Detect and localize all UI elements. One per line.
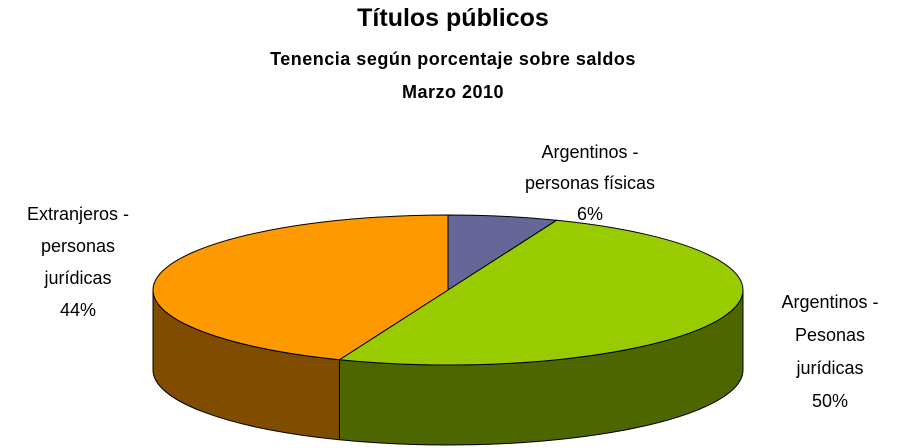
category-name: Argentinos - Pesonas jurídicas bbox=[781, 292, 879, 378]
pie-slice bbox=[337, 219, 743, 366]
category-name: Argentinos - personas físicas bbox=[524, 142, 656, 193]
slice-label: Argentinos - Pesonas jurídicas 50% bbox=[770, 286, 890, 418]
value-label: 44% bbox=[59, 300, 97, 320]
category-name: Extranjeros - personas jurídicas bbox=[26, 204, 130, 288]
slice-label: Extranjeros - personas jurídicas 44% bbox=[13, 198, 143, 326]
pie-slice bbox=[152, 214, 449, 361]
value-label: 50% bbox=[811, 391, 849, 411]
chart-subtitle: Tenencia según porcentaje sobre saldos bbox=[270, 49, 636, 69]
chart-title: Títulos públicos bbox=[357, 4, 549, 32]
value-label: 6% bbox=[576, 204, 603, 224]
slice-label: Argentinos - personas físicas 6% bbox=[505, 137, 675, 230]
chart-date: Marzo 2010 bbox=[401, 82, 505, 102]
